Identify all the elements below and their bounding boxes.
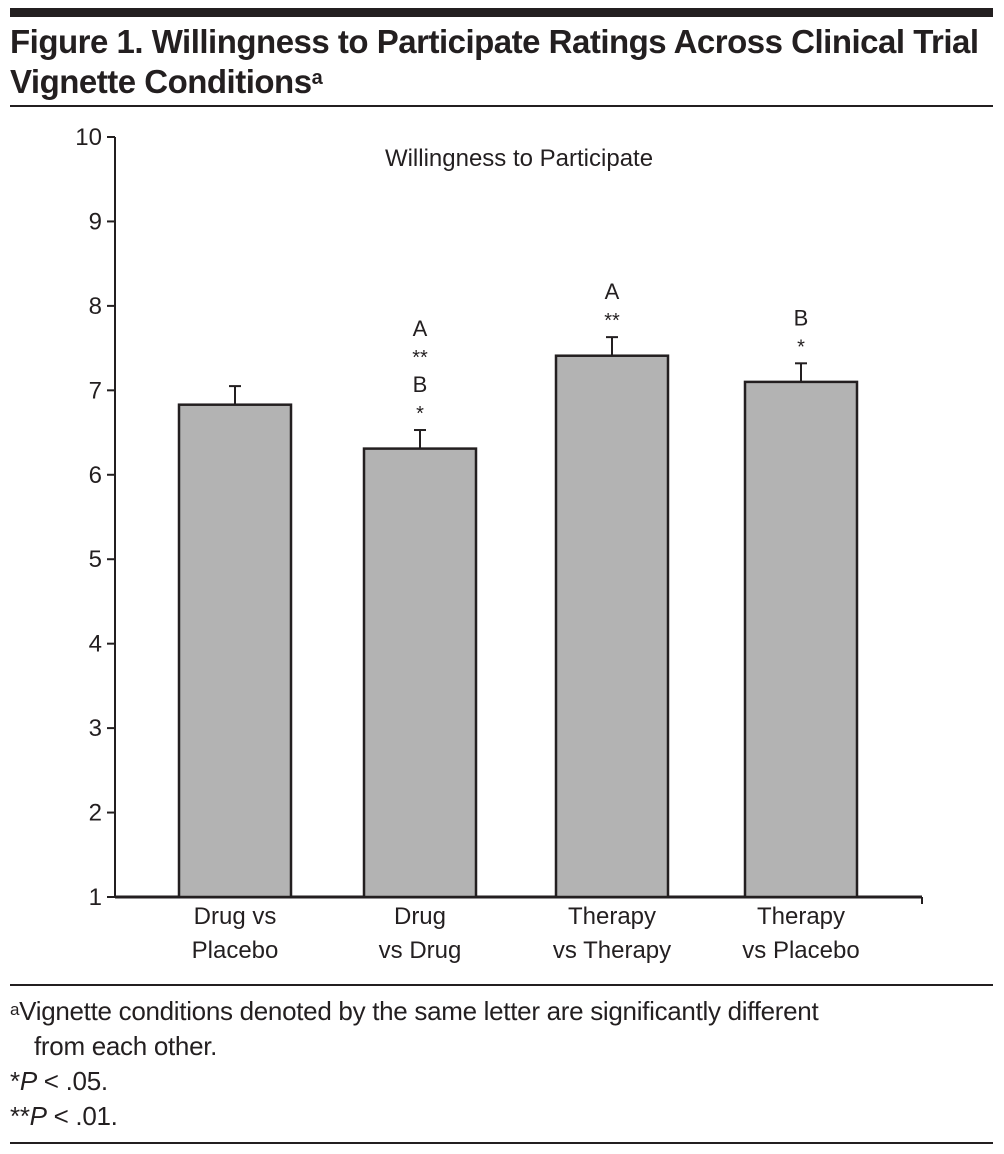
y-tick-label: 10 [75,124,102,151]
figure-title: Figure 1. Willingness to Participate Rat… [10,22,1000,102]
y-tick-label: 9 [89,208,102,235]
y-tick-label: 3 [89,715,102,742]
top-rule [10,8,993,17]
significance-label: * [797,336,805,358]
bar [743,380,859,899]
y-tick-label: 8 [89,293,102,320]
significance-label: * [416,403,424,425]
category-label: Therapy [757,903,845,930]
bar [362,447,478,899]
category-label: Therapy [568,903,656,930]
y-tick-label: 1 [89,884,102,911]
significance-label: A [413,316,428,341]
y-tick-label: 4 [89,631,102,658]
significance-label: B [794,305,809,330]
significance-label: B [413,372,428,397]
p-symbol: P [19,1066,37,1096]
category-label: vs Placebo [742,937,859,964]
footnote-a: aVignette conditions denoted by the same… [10,994,819,1029]
y-tick-label: 7 [89,377,102,404]
y-tick-label: 6 [89,462,102,489]
p-value: < .05. [36,1066,108,1096]
category-label: vs Drug [379,937,462,964]
footnote-rule [10,984,993,986]
category-label: vs Therapy [553,937,671,964]
footnote-marker: a [10,1000,20,1019]
title-rule [10,105,993,107]
star: ** [10,1101,30,1131]
star: * [10,1066,20,1096]
category-label: Drug [394,903,446,930]
title-footnote-marker: a [311,67,323,89]
significance-label: ** [412,347,428,369]
category-label: Placebo [192,937,279,964]
footnote-a-text: Vignette conditions denoted by the same … [19,996,819,1026]
figure-title-text: Figure 1. Willingness to Participate Rat… [10,23,979,100]
significance-label: A [605,279,620,304]
footnote-a-cont: from each other. [34,1031,218,1061]
footnote-p05: *P < .05. [10,1064,108,1099]
y-tick-label: 2 [89,800,102,827]
y-tick-label: 5 [89,546,102,573]
bottom-rule [10,1142,993,1144]
chart-title: Willingness to Participate [385,145,653,172]
significance-label: ** [604,310,620,332]
p-value: < .01. [46,1101,118,1131]
footnote-p01: **P < .01. [10,1099,118,1134]
bar [554,354,670,899]
p-symbol: P [29,1101,47,1131]
category-label: Drug vs [194,903,277,930]
bar [177,403,293,899]
